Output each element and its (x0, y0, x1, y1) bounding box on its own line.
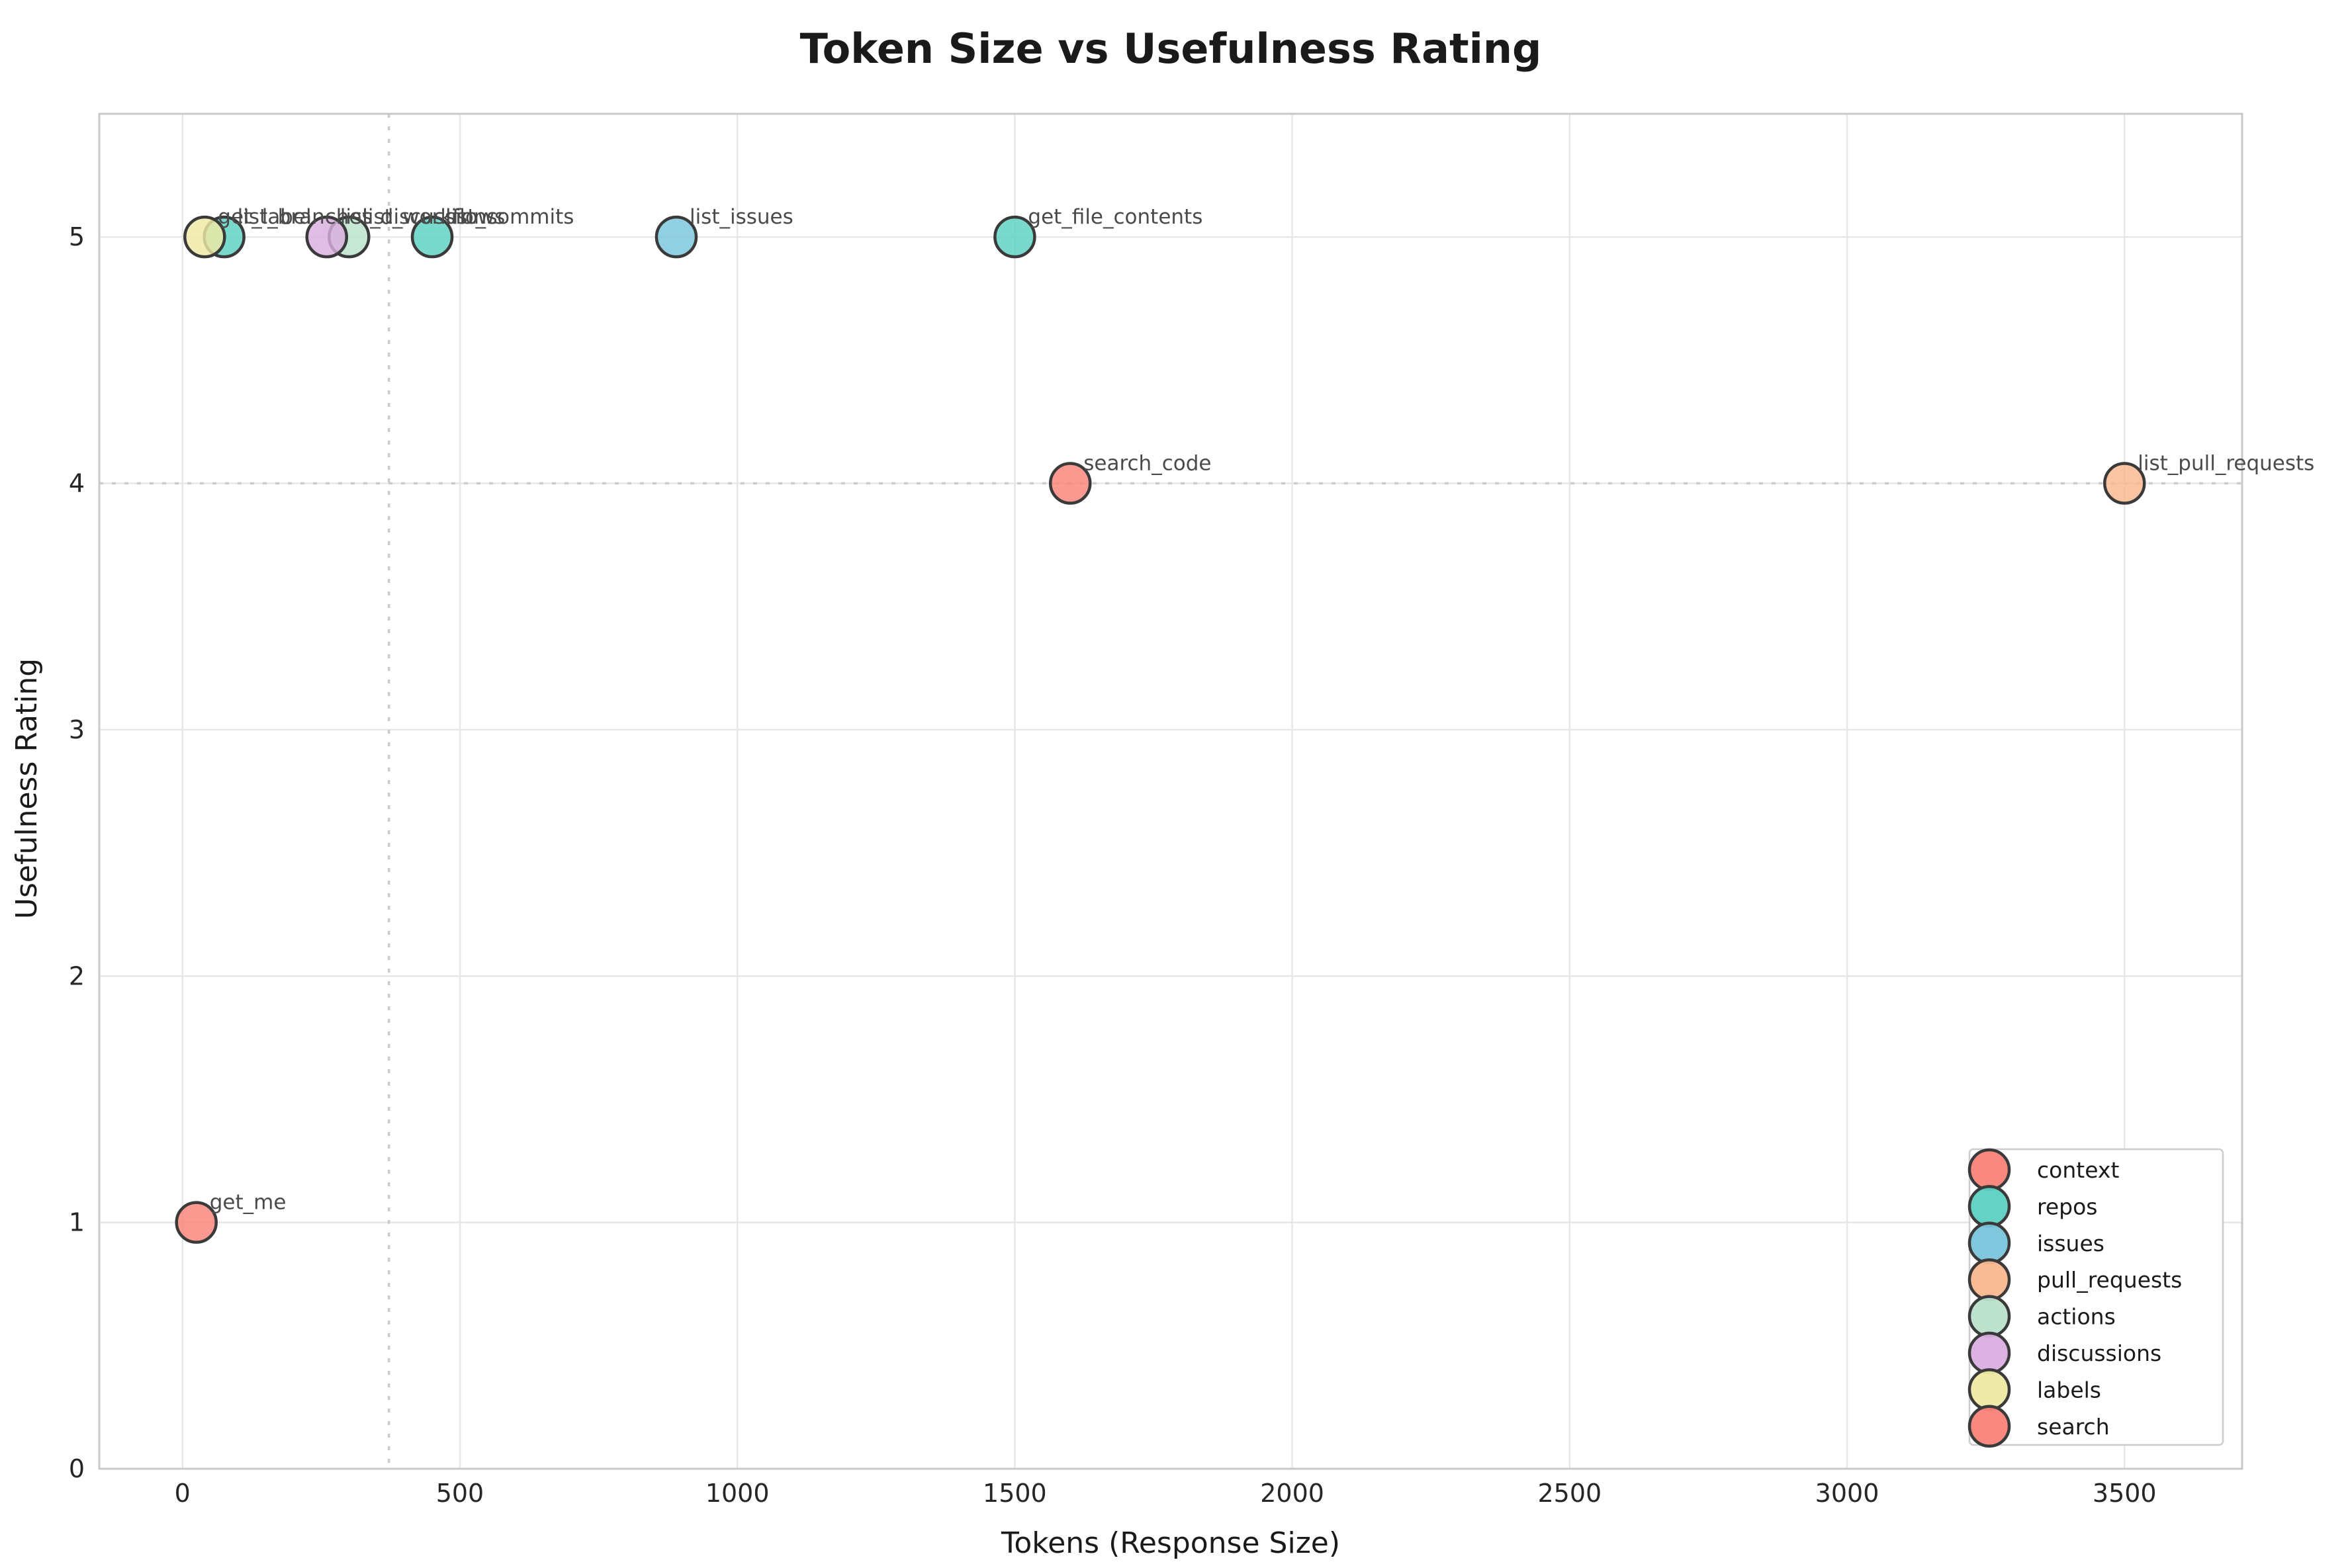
point-label-list_branches: list_branches (238, 205, 373, 229)
tick-label-y-2: 2 (69, 961, 85, 990)
legend-swatch-repos (1967, 1185, 2011, 1228)
legend-label-search: search (2037, 1414, 2110, 1440)
legend-item-repos: repos (1967, 1185, 2097, 1228)
x-axis-label: Tokens (Response Size) (1001, 1526, 1340, 1560)
tick-label-x-0: 0 (175, 1479, 191, 1508)
legend-label-discussions: discussions (2037, 1340, 2161, 1366)
legend-label-pull_requests: pull_requests (2037, 1267, 2182, 1293)
tick-label-y-0: 0 (69, 1454, 85, 1483)
point-label-list_workflows: list_workflows (362, 205, 505, 229)
point-label-get_me: get_me (210, 1191, 287, 1215)
legend-swatch-actions (1967, 1295, 2011, 1338)
point-get_label (183, 215, 226, 259)
legend-swatch-discussions (1967, 1331, 2011, 1375)
point-list_discussions (305, 215, 349, 259)
legend-label-labels: labels (2037, 1377, 2101, 1403)
legend-item-issues: issues (1967, 1221, 2104, 1265)
point-label-list_issues: list_issues (690, 205, 793, 229)
tick-label-x-3500: 3500 (2093, 1479, 2157, 1508)
point-label-get_label: get_label (218, 205, 311, 229)
legend-label-repos: repos (2037, 1194, 2097, 1219)
point-get_me (175, 1201, 218, 1244)
point-list_commits (410, 215, 454, 259)
legend-swatch-labels (1967, 1368, 2011, 1411)
point-get_file_contents (993, 215, 1036, 259)
tick-label-y-3: 3 (69, 715, 85, 744)
legend-box (1968, 1148, 2224, 1446)
point-label-list_discussions: list_discussions (340, 205, 498, 229)
legend-swatch-pull_requests (1967, 1258, 2011, 1301)
tick-label-x-1500: 1500 (983, 1479, 1047, 1508)
tick-labels-layer: 0 500 1000 1500 2000 2500 3000 3500 0 1 2 3 4 5 (69, 222, 2157, 1508)
grid-layer (99, 114, 2242, 1470)
tick-label-x-2500: 2500 (1537, 1479, 1602, 1508)
y-axis-label: Usefulness Rating (10, 658, 44, 919)
legend-item-discussions: discussions (1967, 1331, 2161, 1375)
tick-label-x-500: 500 (436, 1479, 484, 1508)
point-label-list_commits: list_commits (445, 205, 574, 229)
point-label-get_file_contents: get_file_contents (1028, 205, 1202, 229)
tick-label-y-4: 4 (69, 469, 85, 498)
tick-label-y-1: 1 (69, 1208, 85, 1237)
legend-swatch-issues (1967, 1221, 2011, 1265)
tick-label-x-1000: 1000 (705, 1479, 770, 1508)
point-list_issues (655, 215, 698, 259)
legend-label-issues: issues (2037, 1231, 2104, 1256)
point-label-list_pull_requests: list_pull_requests (2138, 452, 2314, 476)
chart-title: Token Size vs Usefulness Rating (800, 24, 1542, 73)
tick-label-x-3000: 3000 (1815, 1479, 1879, 1508)
points-layer (175, 215, 2146, 1244)
tick-label-y-5: 5 (69, 222, 85, 251)
point-list_pull_requests (2103, 462, 2146, 505)
point-search_code (1048, 462, 1092, 505)
legend-swatch-search (1967, 1405, 2011, 1448)
legend-label-context: context (2037, 1157, 2119, 1183)
legend-item-pull_requests: pull_requests (1967, 1258, 2182, 1301)
tick-label-x-2000: 2000 (1260, 1479, 1324, 1508)
reference-lines-layer (99, 114, 2242, 1469)
plot-border (98, 112, 2243, 1470)
legend-label-actions: actions (2037, 1304, 2116, 1330)
legend-item-context: context (1967, 1148, 2119, 1192)
legend-swatch-context (1967, 1148, 2011, 1192)
legend-item-search: search (1967, 1405, 2110, 1448)
point-label-search_code: search_code (1083, 452, 1211, 476)
